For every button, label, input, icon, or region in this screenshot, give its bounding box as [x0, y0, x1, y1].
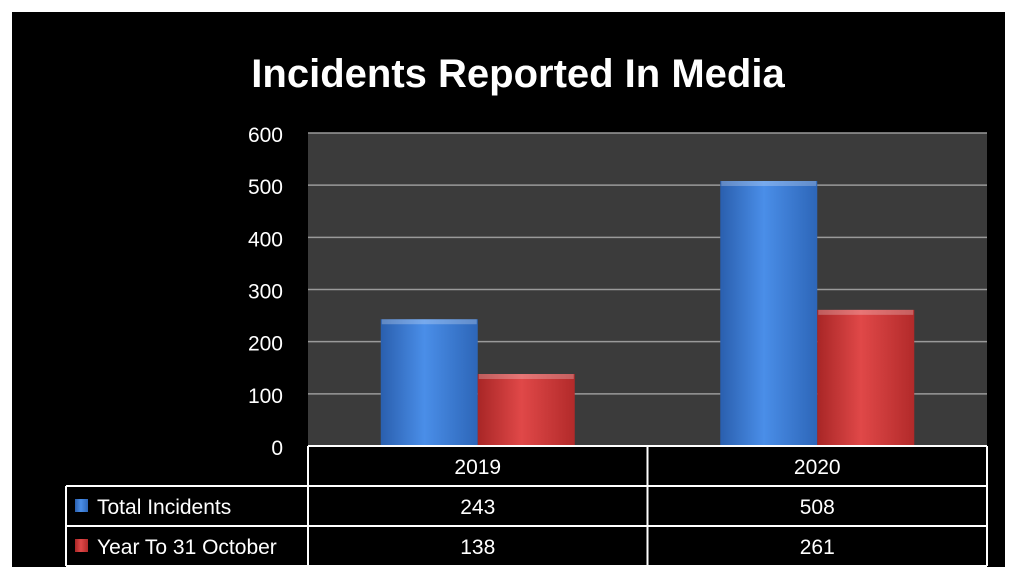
bar-year-to-31-october-2019: [477, 374, 575, 446]
table-value-cell: 138: [460, 536, 495, 559]
y-tick-label: 300: [248, 281, 283, 304]
x-category-label: 2020: [794, 456, 841, 479]
y-tick-label: 200: [248, 333, 283, 356]
bar-year-to-31-october-2020: [817, 309, 915, 446]
y-tick-label: 600: [248, 124, 283, 147]
bar-total-incidents-2019: [380, 319, 478, 446]
bar-top-highlight: [478, 374, 574, 380]
table-value-cell: 261: [800, 536, 835, 559]
data-table: 2019 2020 Total Incidents 243 508 Year To 31 …: [65, 445, 988, 567]
legend-key: [75, 539, 88, 552]
bar-top-highlight: [818, 309, 914, 315]
legend-series-name: Total Incidents: [97, 496, 231, 519]
table-value-cell: 243: [460, 496, 495, 519]
y-axis-tick-labels: 0 100 200 300 400 500 600: [248, 124, 283, 460]
bar-top-highlight: [721, 180, 817, 186]
legend-series-name: Year To 31 October: [97, 536, 277, 559]
y-tick-label: 400: [248, 228, 283, 251]
y-tick-label: 100: [248, 385, 283, 408]
bars: [380, 180, 915, 446]
chart-slide: Incidents Reported In Media 0 100 200 300 40…: [12, 12, 1005, 567]
y-tick-label: 0: [271, 437, 283, 460]
legend-key: [75, 499, 88, 512]
y-tick-label: 500: [248, 176, 283, 199]
bar-total-incidents-2020: [720, 180, 818, 446]
bar-chart: Incidents Reported In Media 0 100 200 300 40…: [65, 52, 988, 567]
x-category-label: 2019: [454, 456, 501, 479]
table-value-cell: 508: [800, 496, 835, 519]
chart-title: Incidents Reported In Media: [251, 52, 785, 96]
bar-top-highlight: [381, 319, 477, 325]
